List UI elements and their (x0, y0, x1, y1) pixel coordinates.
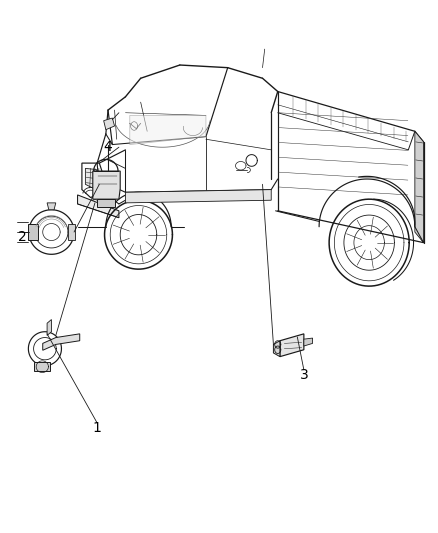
Polygon shape (28, 224, 39, 240)
Polygon shape (130, 115, 206, 144)
Polygon shape (85, 168, 102, 188)
Text: 3: 3 (300, 368, 308, 382)
Polygon shape (34, 362, 50, 371)
Polygon shape (125, 190, 271, 203)
Polygon shape (97, 199, 115, 207)
Polygon shape (304, 338, 313, 346)
Polygon shape (273, 341, 280, 357)
Text: 2: 2 (18, 230, 27, 244)
Polygon shape (78, 195, 119, 217)
Polygon shape (415, 131, 424, 243)
Polygon shape (68, 224, 75, 240)
Text: 4: 4 (104, 140, 113, 154)
Polygon shape (47, 203, 56, 210)
Polygon shape (47, 319, 51, 335)
Polygon shape (43, 334, 80, 350)
Polygon shape (280, 334, 304, 357)
Text: 1: 1 (93, 421, 102, 435)
Polygon shape (93, 171, 120, 199)
Polygon shape (104, 118, 115, 130)
